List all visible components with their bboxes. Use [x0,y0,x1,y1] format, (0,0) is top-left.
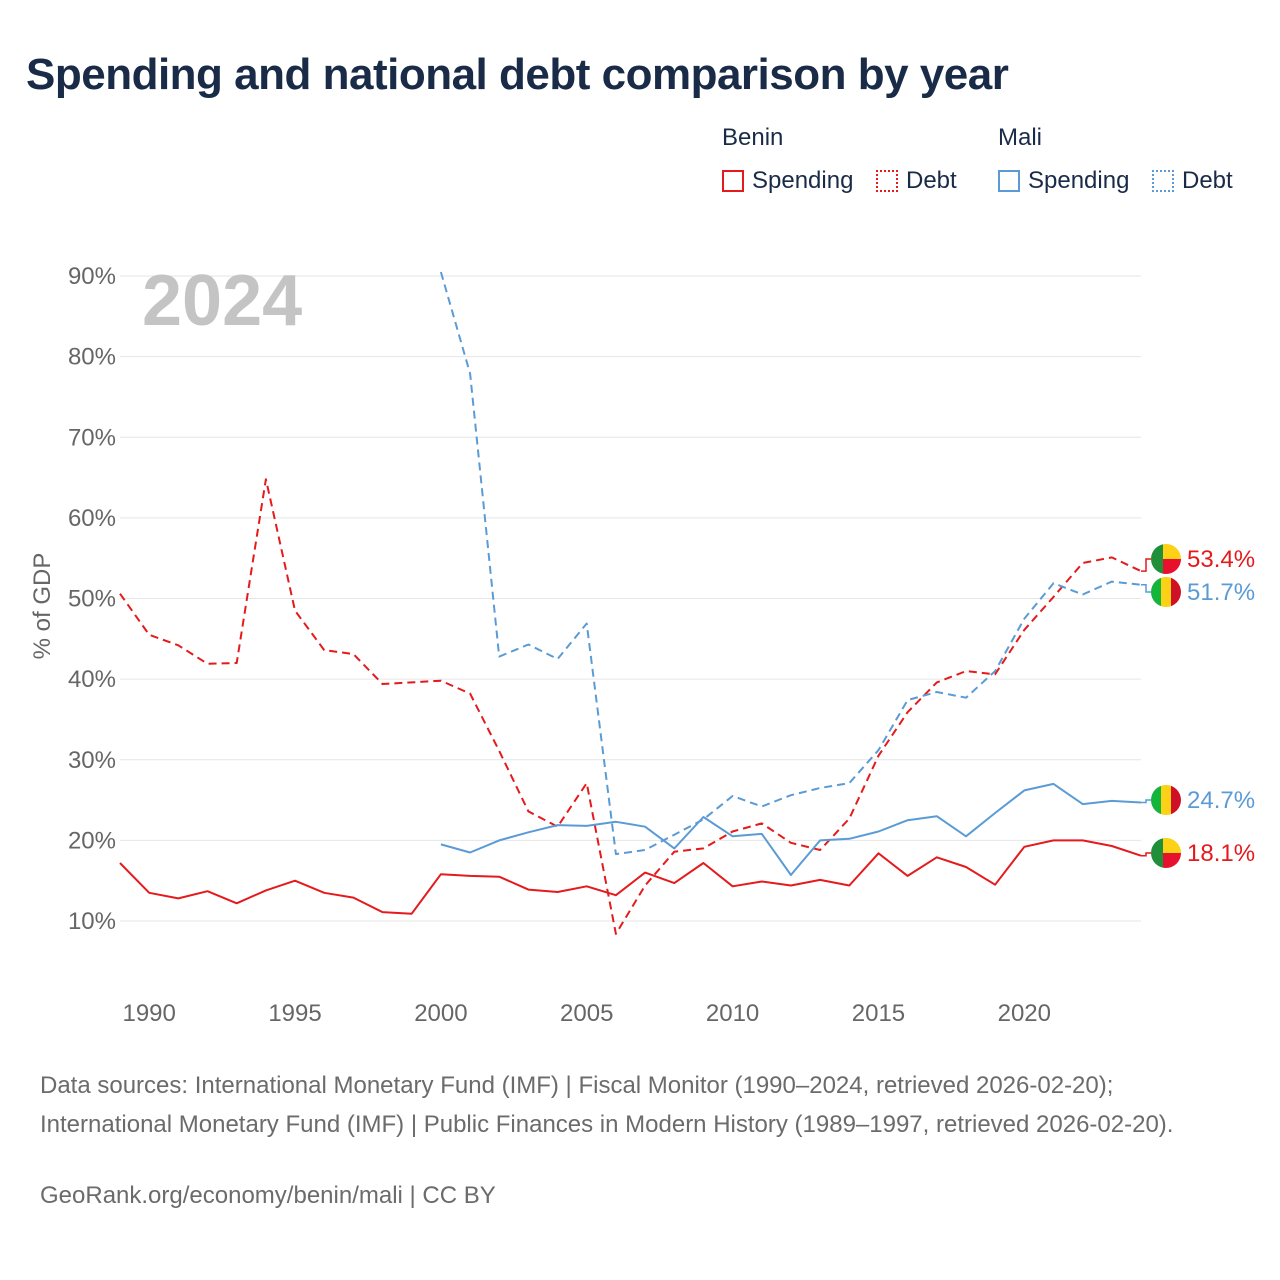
legend-swatch-dotted-icon [1152,170,1174,192]
year-watermark: 2024 [142,261,302,341]
x-axis: 1990 1995 2000 2005 2010 2015 2020 [122,1000,1051,1027]
end-value-label: 24.7% [1187,787,1255,814]
end-value-label: 53.4% [1187,546,1255,573]
credit-link[interactable]: GeoRank.org/economy/benin/mali | CC BY [40,1182,496,1209]
y-tick-label: 20% [68,827,116,854]
mali-flag-icon [1151,577,1181,607]
end-labels: 18.1% 53.4% 24.7% 51.7% [1141,544,1255,868]
end-value-label: 51.7% [1187,579,1255,606]
label-connector [1141,584,1151,593]
x-tick-label: 2020 [998,1000,1051,1027]
series-lines [119,271,1142,935]
x-tick-label: 2015 [852,1000,905,1027]
y-tick-label: 50% [68,586,116,613]
gridlines [120,275,1141,922]
y-axis-label: % of GDP [29,553,56,660]
legend-swatch-solid-icon [722,170,744,192]
x-tick-label: 1990 [122,1000,175,1027]
label-connector [1141,852,1151,857]
y-tick-label: 70% [68,424,116,451]
series-line-mali-spending [440,782,1142,876]
legend-label: Debt [1182,167,1233,194]
series-line-benin-spending [119,839,1142,915]
chart-title: Spending and national debt comparison by… [26,50,1009,99]
y-axis: 10% 20% 30% 40% 50% 60% 70% 80% 90% [68,263,116,935]
end-value-label: 18.1% [1187,840,1255,867]
series-line-benin-debt [119,478,1142,935]
label-connector [1141,799,1151,804]
y-tick-label: 90% [68,263,116,290]
legend-group-mali: Mali [998,124,1043,151]
y-tick-label: 80% [68,344,116,371]
legend-label: Spending [1028,167,1130,194]
data-source-note: Data sources: International Monetary Fun… [40,1072,1174,1138]
x-tick-label: 2005 [560,1000,613,1027]
legend-swatch-solid-icon [998,170,1020,192]
legend-label: Debt [906,167,957,194]
legend-benin-spending[interactable]: Spending [722,166,853,196]
line-chart: 10% 20% 30% 40% 50% 60% 70% 80% 90% 1990 1995 2000… [29,261,1255,1027]
y-tick-label: 10% [68,908,116,935]
series-line-mali-debt [439,271,1142,856]
y-tick-label: 30% [68,747,116,774]
x-tick-label: 2010 [706,1000,759,1027]
y-tick-label: 40% [68,666,116,693]
legend-label: Spending [752,167,854,194]
legend-mali-debt[interactable]: Debt [1152,166,1233,196]
mali-flag-icon [1151,785,1181,815]
benin-flag-icon [1151,544,1181,574]
legend-mali-spending[interactable]: Spending [998,166,1129,196]
label-connector [1141,558,1151,572]
y-tick-label: 60% [68,505,116,532]
x-tick-label: 2000 [414,1000,467,1027]
legend-group-benin: Benin [722,124,784,151]
x-tick-label: 1995 [268,1000,321,1027]
legend-benin-debt[interactable]: Debt [876,166,957,196]
legend-swatch-dotted-icon [876,170,898,192]
